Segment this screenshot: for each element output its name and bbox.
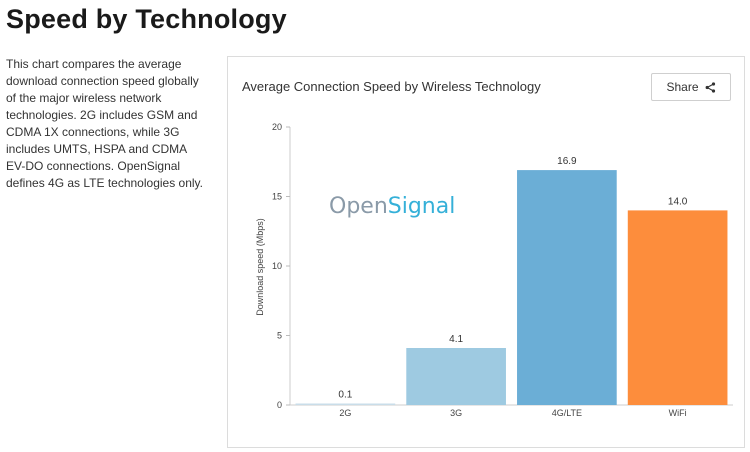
bar-value-label: 0.1 — [338, 390, 352, 401]
page-title: Speed by Technology — [6, 4, 287, 34]
watermark-signal: Signal — [388, 194, 456, 219]
x-tick-label: WiFi — [669, 408, 687, 418]
bar-2g[interactable] — [295, 403, 396, 406]
page-description: This chart compares the average download… — [6, 57, 204, 190]
bar-value-label: 14.0 — [668, 196, 688, 207]
share-label: Share — [666, 80, 699, 94]
bar-value-label: 4.1 — [449, 334, 463, 345]
y-tick-label: 15 — [272, 192, 282, 202]
share-icon — [705, 81, 715, 93]
chart-title: Average Connection Speed by Wireless Tec… — [242, 79, 541, 94]
bar-value-label: 16.9 — [557, 156, 577, 167]
x-tick-label: 2G — [339, 408, 351, 418]
y-tick-label: 0 — [277, 400, 282, 410]
x-tick-label: 3G — [450, 408, 462, 418]
y-tick-label: 20 — [272, 122, 282, 132]
bar-3g[interactable] — [406, 348, 506, 405]
y-tick-label: 10 — [272, 261, 282, 271]
watermark-open: Open — [329, 194, 388, 219]
chart-card: Average Connection Speed by Wireless Tec… — [227, 56, 745, 448]
share-button[interactable]: Share — [651, 73, 731, 101]
opensignal-watermark: OpenSignal — [329, 194, 455, 219]
y-tick-label: 5 — [277, 331, 282, 341]
x-tick-label: 4G/LTE — [552, 408, 582, 418]
y-axis-label: Download speed (Mbps) — [255, 218, 265, 316]
bar-chart: 0 5 10 15 20 0.1 2G 4.1 3G 16.9 4G/LTE 14.0 WiFi Op… — [255, 122, 733, 418]
bar-wifi[interactable] — [627, 210, 728, 405]
bar-4g-lte[interactable] — [517, 170, 617, 405]
